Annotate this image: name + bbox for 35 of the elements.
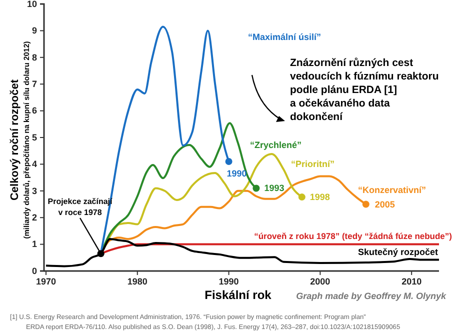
y-tick-label: 2 xyxy=(32,212,37,222)
text: Graph made by Geoffrey M. Olynyk xyxy=(296,291,447,301)
x-tick-label: 1970 xyxy=(36,276,56,286)
series-label: “úroveň z roku 1978” (tedy “žádná fúze nebude”) xyxy=(254,231,452,241)
series-label: “Konzervativní” xyxy=(358,185,426,195)
annotation: 2005 xyxy=(374,199,395,210)
y-tick-label: 9 xyxy=(32,26,37,36)
point xyxy=(362,200,370,208)
y-tick-label: 6 xyxy=(32,106,37,116)
series-label: Skutečný rozpočet xyxy=(358,247,438,257)
y-tick-label: 8 xyxy=(32,52,37,62)
annotation: 1993 xyxy=(264,183,284,194)
x-tick-label: 1990 xyxy=(218,276,239,286)
y-tick-label: 3 xyxy=(32,186,37,196)
y-axis-title: Celkový roční rozpočet (miliardy dolarů, přepočítáno na kupní sílu dolaru 2012) xyxy=(9,40,31,239)
annotation: 1998 xyxy=(310,192,330,202)
annotation: Znázornění různých cest vedoucích k fúznímu reaktoru podle plánu ERDA [1] a očekávaného data dokončení xyxy=(290,57,439,123)
series-label: “Prioritní” xyxy=(291,159,335,169)
y-tick-label: 7 xyxy=(32,78,37,89)
y-tick-label: 0 xyxy=(32,266,37,276)
point xyxy=(97,250,104,258)
text: “Maximální úsilí” xyxy=(248,32,322,42)
y-tick-label: 4 xyxy=(32,159,37,170)
point xyxy=(298,194,306,201)
y-tick-label: 1 xyxy=(32,239,37,250)
x-tick-label: 2010 xyxy=(402,276,422,286)
x-axis-title: Fiskální rok xyxy=(204,288,272,302)
series-label: “Zrychlené” xyxy=(250,140,302,150)
x-tick-label: 2000 xyxy=(310,276,330,286)
point xyxy=(252,184,260,192)
y-tick-label: 10 xyxy=(26,0,37,9)
x-tick-label: 1980 xyxy=(127,276,148,286)
point xyxy=(225,158,232,166)
y-tick-label: 5 xyxy=(32,132,37,142)
annotation: 1990 xyxy=(226,168,247,179)
